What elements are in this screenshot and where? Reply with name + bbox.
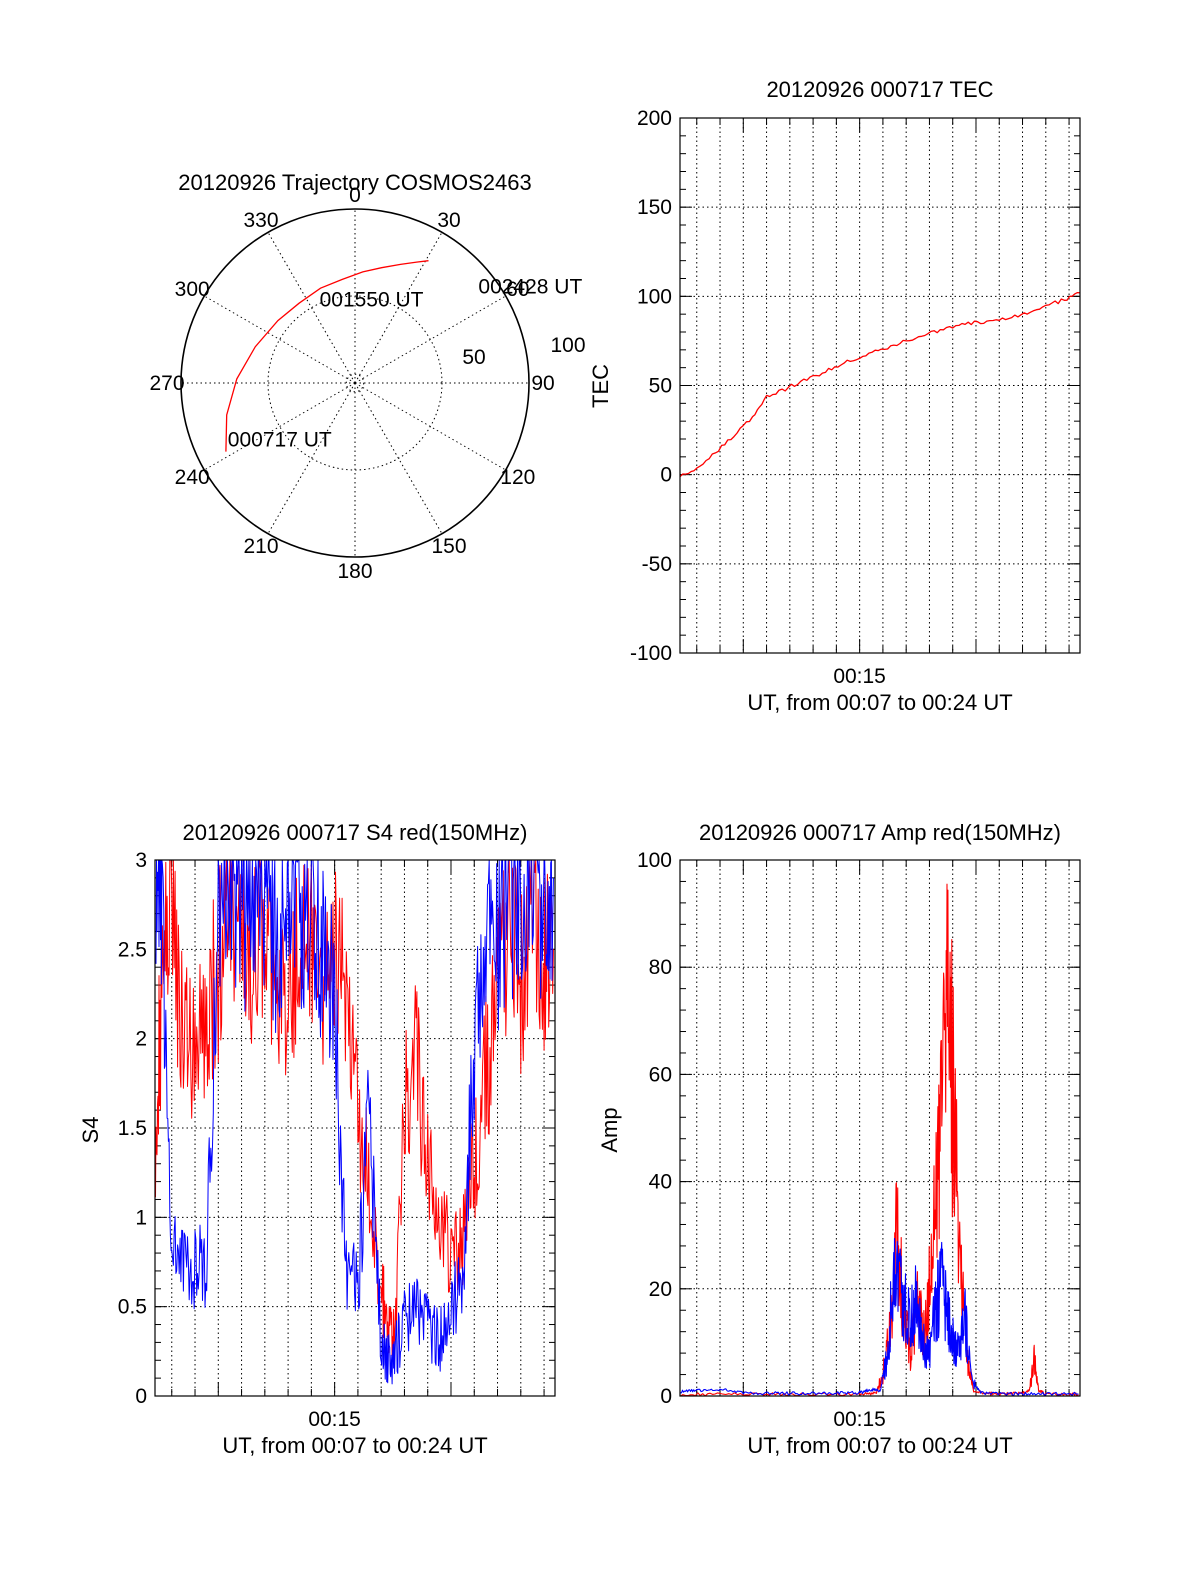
polar-spoke-210 xyxy=(267,382,356,534)
amp-plot-frame xyxy=(679,859,1081,1397)
y-tick-label: 2.5 xyxy=(118,938,147,961)
y-tick-label: 0.5 xyxy=(118,1296,147,1319)
azimuth-label-210: 210 xyxy=(243,535,278,558)
trajectory-annotations: 000717 UT 001550 UT 002428 UT xyxy=(228,276,583,452)
y-tick-label: 3 xyxy=(135,849,147,872)
series-line-blue xyxy=(155,859,554,1385)
amp-x-tick-label: 00:15 xyxy=(833,1408,886,1431)
polar-spoke-60 xyxy=(354,295,506,384)
azimuth-label-90: 90 xyxy=(531,372,554,395)
y-tick-label: 200 xyxy=(637,107,672,130)
series-line-red xyxy=(679,291,1081,478)
azimuth-labels: 0 30 60 90 120 150 180 210 240 270 300 330 xyxy=(149,184,554,583)
polar-outer-circle xyxy=(180,208,530,558)
y-tick-label: 1.5 xyxy=(118,1117,147,1140)
amp-title: 20120926 000717 Amp red(150MHz) xyxy=(699,820,1061,845)
s4-panel: 20120926 000717 S4 red(150MHz) 3 2.5 2 1.5 1… xyxy=(78,820,556,1458)
tec-title: 20120926 000717 TEC xyxy=(766,77,993,102)
s4-y-axis-label: S4 xyxy=(78,1117,103,1144)
azimuth-label-30: 30 xyxy=(437,209,460,232)
amp-series xyxy=(680,883,1079,1397)
y-tick-label: 60 xyxy=(649,1063,672,1086)
y-tick-label: 0 xyxy=(135,1385,147,1408)
tec-series xyxy=(679,291,1081,478)
s4-y-tick-labels: 3 2.5 2 1.5 1 0.5 0 xyxy=(118,849,147,1408)
azimuth-label-0: 0 xyxy=(349,184,361,207)
y-tick-label: 0 xyxy=(660,464,672,487)
radial-label-100: 100 xyxy=(550,334,585,357)
tec-x-axis-label: UT, from 00:07 to 00:24 UT xyxy=(747,690,1012,715)
annotation-mid-time: 001550 UT xyxy=(320,289,424,312)
polar-spoke-30 xyxy=(354,232,443,384)
series-line-red xyxy=(680,883,1079,1397)
tec-grid xyxy=(680,117,1080,654)
s4-x-tick-label: 00:15 xyxy=(308,1408,361,1431)
tec-y-axis-label: TEC xyxy=(588,364,613,408)
azimuth-label-240: 240 xyxy=(175,466,210,489)
tec-x-tick-label: 00:15 xyxy=(833,665,886,688)
trajectory-polar-panel: 20120926 Trajectory COSMOS2463 0 30 60 90 12… xyxy=(149,170,585,583)
y-tick-label: 2 xyxy=(135,1028,147,1051)
trajectory-line xyxy=(225,260,429,452)
radial-label-50: 50 xyxy=(462,346,485,369)
amp-panel: 20120926 000717 Amp red(150MHz) 100 80 60 4… xyxy=(597,820,1081,1458)
polar-ring-center xyxy=(345,373,365,393)
polar-spoke-240 xyxy=(204,382,356,471)
tec-y-tick-labels: 200 150 100 50 0 -50 -100 xyxy=(630,107,672,665)
y-tick-label: -100 xyxy=(630,642,672,665)
s4-plot-frame xyxy=(154,859,556,1397)
polar-spoke-330 xyxy=(267,232,356,384)
polar-spoke-300 xyxy=(204,295,356,384)
amp-y-axis-label: Amp xyxy=(597,1107,622,1152)
s4-title: 20120926 000717 S4 red(150MHz) xyxy=(183,820,528,845)
amp-x-axis-label: UT, from 00:07 to 00:24 UT xyxy=(747,1433,1012,1458)
azimuth-label-300: 300 xyxy=(175,278,210,301)
azimuth-label-150: 150 xyxy=(431,535,466,558)
azimuth-label-270: 270 xyxy=(149,372,184,395)
amp-y-tick-labels: 100 80 60 40 20 0 xyxy=(637,849,672,1408)
s4-grid xyxy=(155,859,555,1397)
series-line-blue xyxy=(680,1238,1079,1396)
y-tick-label: 150 xyxy=(637,196,672,219)
polar-title: 20120926 Trajectory COSMOS2463 xyxy=(178,170,531,195)
y-tick-label: 0 xyxy=(660,1385,672,1408)
azimuth-label-60: 60 xyxy=(506,278,529,301)
polar-spoke-150 xyxy=(354,382,443,534)
annotation-end-time: 002428 UT xyxy=(478,276,582,299)
y-tick-label: 80 xyxy=(649,956,672,979)
polar-grid xyxy=(181,209,529,557)
y-tick-label: 1 xyxy=(135,1206,147,1229)
y-tick-label: 100 xyxy=(637,285,672,308)
y-tick-label: 100 xyxy=(637,849,672,872)
amp-grid xyxy=(680,859,1080,1397)
azimuth-label-330: 330 xyxy=(243,209,278,232)
y-tick-label: -50 xyxy=(642,553,672,576)
azimuth-label-120: 120 xyxy=(500,466,535,489)
y-tick-label: 20 xyxy=(649,1278,672,1301)
azimuth-label-180: 180 xyxy=(337,560,372,583)
polar-spoke-120 xyxy=(354,382,506,471)
s4-x-axis-label: UT, from 00:07 to 00:24 UT xyxy=(222,1433,487,1458)
annotation-start-time: 000717 UT xyxy=(228,429,332,452)
y-tick-label: 50 xyxy=(649,375,672,398)
tec-plot-frame xyxy=(679,117,1081,654)
tec-panel: 20120926 000717 TEC 200150100500-50-100 … xyxy=(588,77,1081,715)
y-tick-label: 40 xyxy=(649,1171,672,1194)
s4-series xyxy=(155,859,554,1385)
